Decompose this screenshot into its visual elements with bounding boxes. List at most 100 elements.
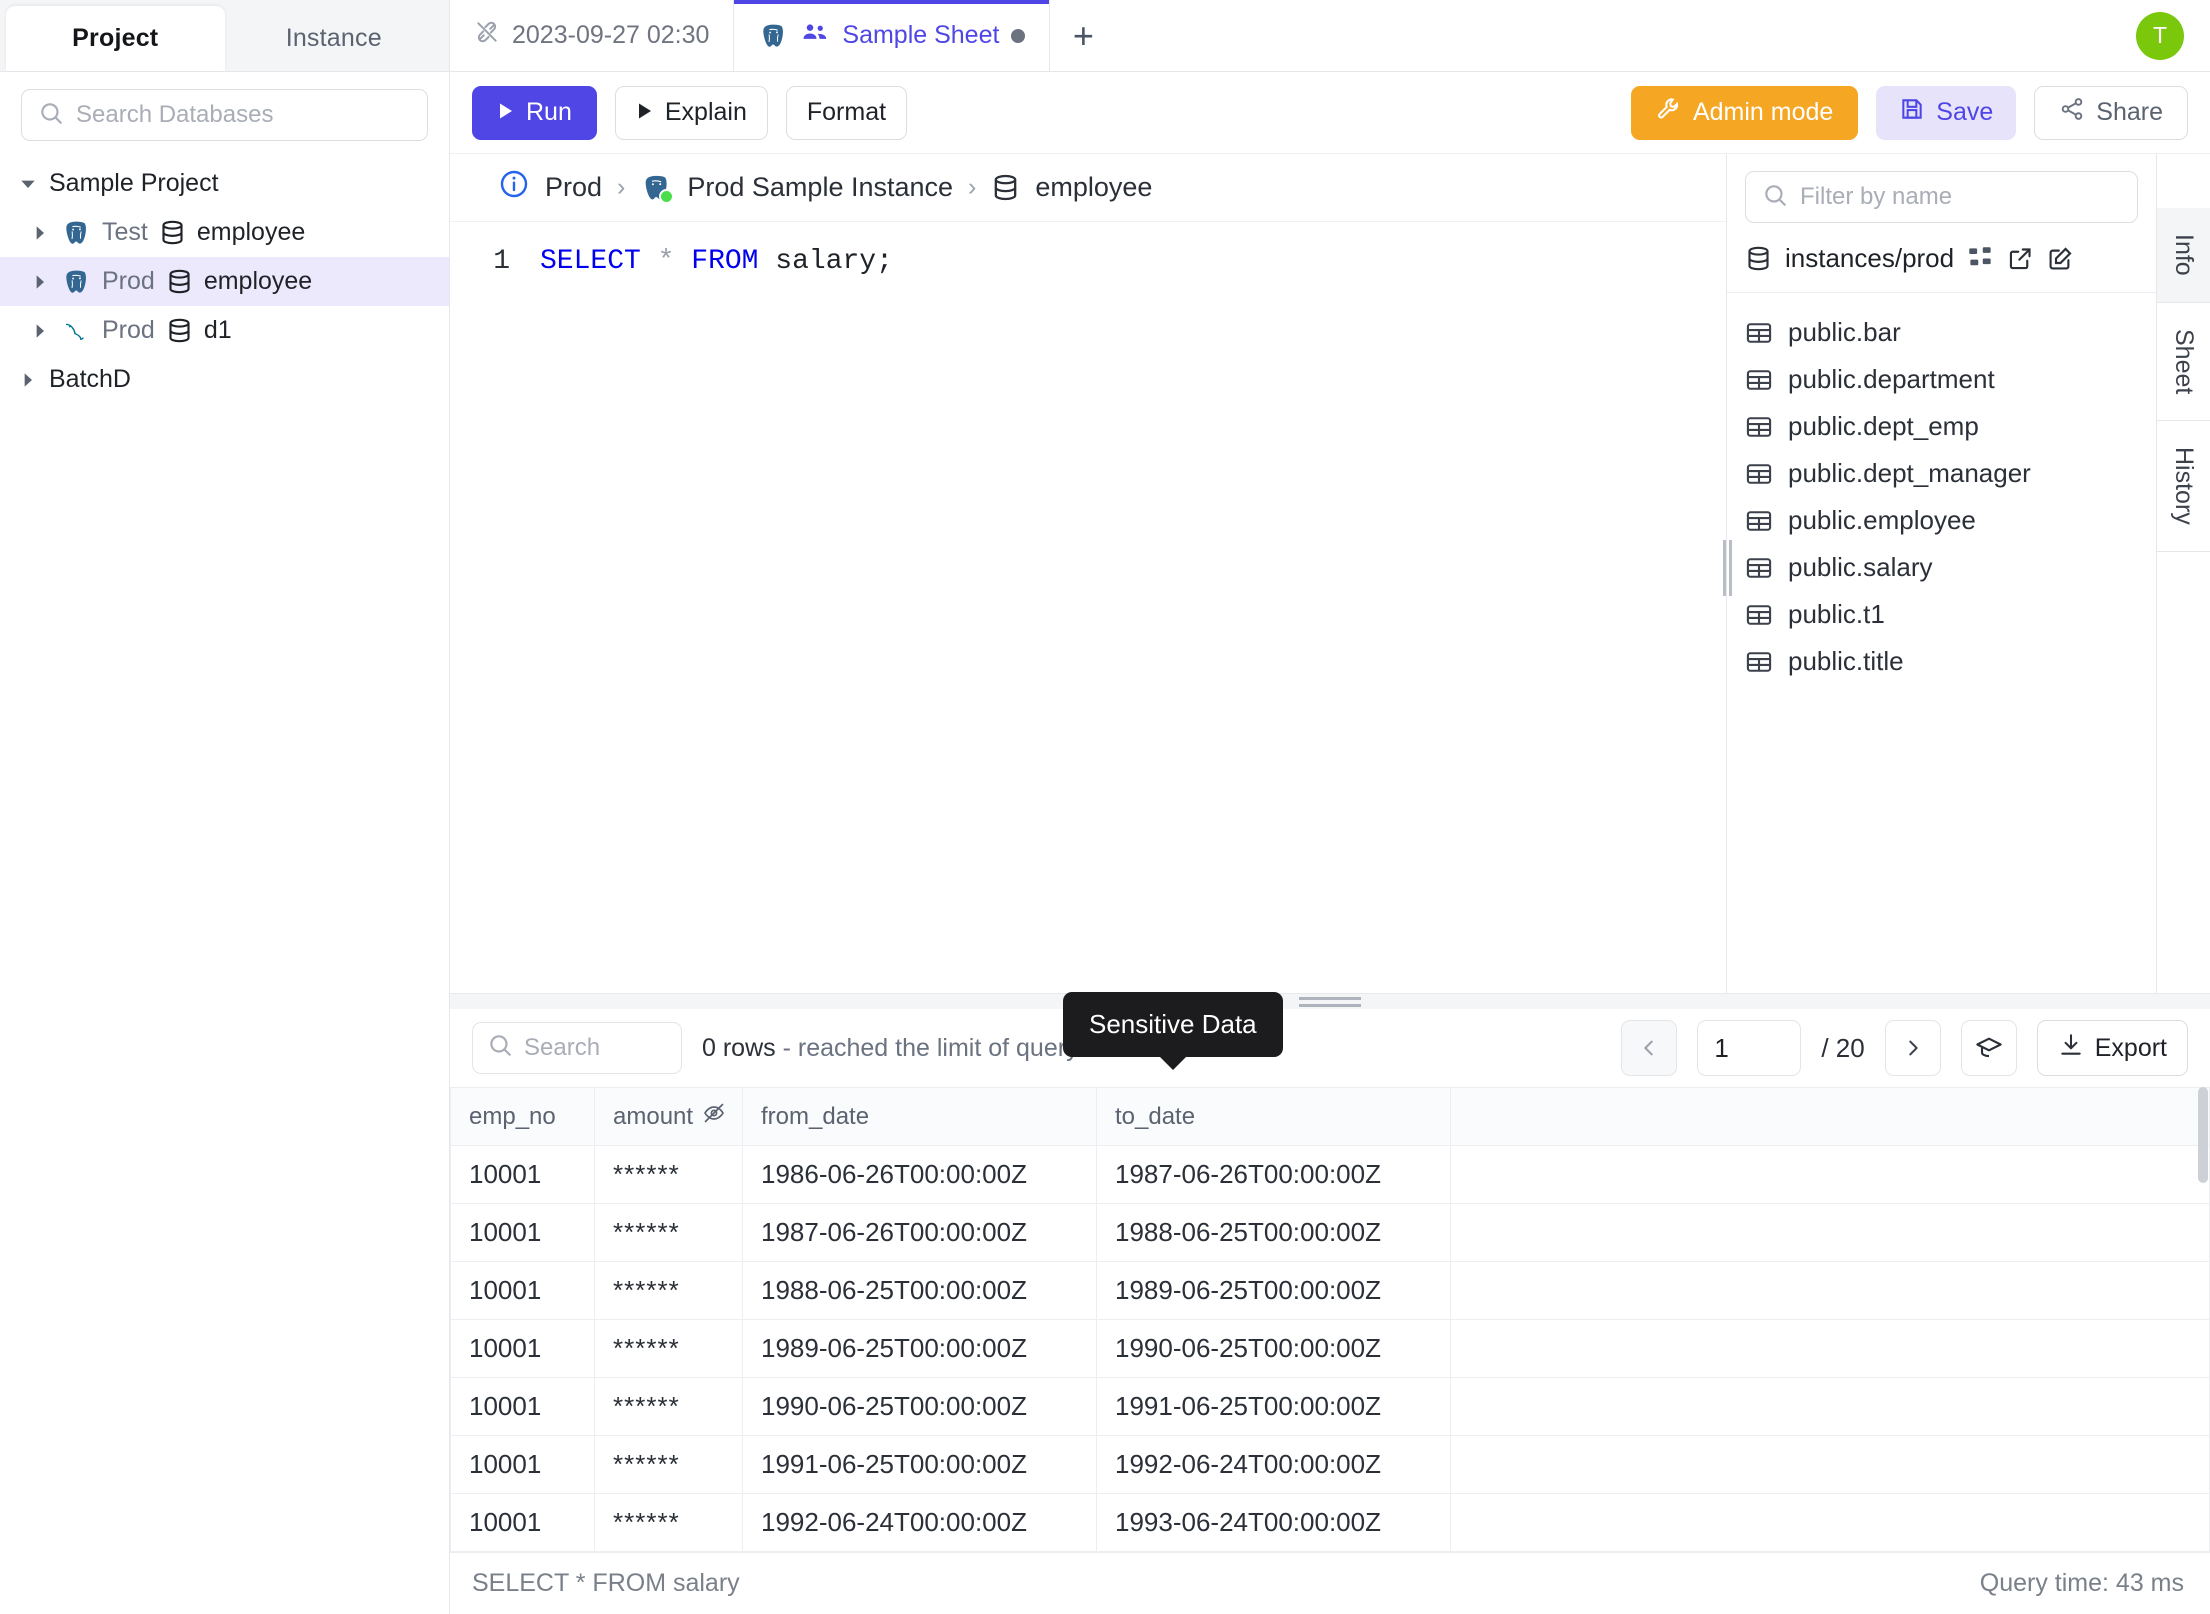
results-search-placeholder: Search	[524, 1034, 601, 1061]
table-list-item[interactable]: public.department	[1727, 356, 2156, 403]
cell-amount: ******	[594, 1377, 743, 1436]
sql-table-ident: salary;	[758, 246, 893, 277]
chevron-right-icon[interactable]	[30, 272, 50, 292]
export-button[interactable]: Export	[2036, 1020, 2188, 1076]
play-icon	[497, 98, 515, 127]
chevron-right-icon[interactable]	[30, 321, 50, 341]
table-row[interactable]: 10001 ****** 1991-06-25T00:00:00Z 1992-0…	[450, 1435, 2210, 1494]
main-area: 2023-09-27 02:30	[450, 0, 2210, 1614]
sidebar-search-wrap: Search Databases	[0, 72, 449, 151]
edit-icon[interactable]	[2047, 245, 2074, 272]
schema-diagram-icon[interactable]	[1967, 245, 1994, 272]
table-row[interactable]: 10001 ****** 1990-06-25T00:00:00Z 1991-0…	[450, 1377, 2210, 1436]
search-icon	[38, 100, 64, 131]
sheet-tab-label: 2023-09-27 02:30	[512, 21, 710, 49]
breadcrumb-database[interactable]: employee	[1035, 172, 1153, 202]
eye-off-icon[interactable]	[702, 1101, 726, 1132]
vtab-history[interactable]: History	[2157, 421, 2210, 552]
breadcrumb-instance[interactable]: Prod Sample Instance	[687, 172, 954, 202]
next-page-button[interactable]	[1884, 1020, 1941, 1076]
sensitive-data-tooltip: Sensitive Data	[1063, 992, 1283, 1057]
table-list-item[interactable]: public.dept_manager	[1727, 450, 2156, 497]
cell-filler	[1450, 1261, 2210, 1320]
page-number-input[interactable]: 1	[1697, 1020, 1802, 1076]
table-name: public.t1	[1788, 599, 1885, 629]
table-row[interactable]: 10001 ****** 1989-06-25T00:00:00Z 1990-0…	[450, 1319, 2210, 1378]
cell-from-date: 1991-06-25T00:00:00Z	[742, 1435, 1097, 1494]
table-row[interactable]: 10001 ****** 1986-06-26T00:00:00Z 1987-0…	[450, 1145, 2210, 1204]
table-row[interactable]: 10001 ****** 1988-06-25T00:00:00Z 1989-0…	[450, 1261, 2210, 1320]
tree-item-prod-d1[interactable]: Prod d1	[0, 306, 449, 355]
sql-editor[interactable]: 1 SELECT * FROM salary;	[450, 222, 1726, 993]
column-label: emp_no	[469, 1102, 556, 1130]
sql-space	[641, 246, 658, 277]
share-button[interactable]: Share	[2034, 85, 2188, 140]
previous-page-button[interactable]	[1621, 1020, 1678, 1076]
cell-from-date: 1989-06-25T00:00:00Z	[742, 1319, 1097, 1378]
results-scrollbar[interactable]	[2198, 1087, 2208, 1183]
database-icon	[166, 268, 193, 295]
table-list-item[interactable]: public.dept_emp	[1727, 403, 2156, 450]
database-tree: Sample Project Test	[0, 151, 449, 404]
cell-emp-no: 10001	[450, 1377, 595, 1436]
metadata-panel-splitter[interactable]	[1720, 539, 1734, 596]
run-button[interactable]: Run	[472, 85, 597, 140]
results-search-input[interactable]: Search	[472, 1022, 682, 1074]
results-splitter[interactable]	[450, 993, 2210, 1009]
chevron-right-icon[interactable]	[18, 370, 38, 390]
column-header-amount[interactable]: amount	[594, 1087, 743, 1146]
cell-to-date: 1990-06-25T00:00:00Z	[1096, 1319, 1451, 1378]
table-name: public.title	[1788, 646, 1904, 676]
cell-amount: ******	[594, 1319, 743, 1378]
sheet-tab-sample-sheet[interactable]: Sample Sheet	[734, 0, 1051, 71]
column-header-from-date[interactable]: from_date	[742, 1087, 1097, 1146]
tab-instance[interactable]: Instance	[285, 24, 382, 52]
admin-mode-button[interactable]: Admin mode	[1630, 85, 1859, 140]
add-tab-button[interactable]: +	[1072, 14, 1094, 56]
table-list-item[interactable]: public.bar	[1727, 309, 2156, 356]
tree-db-label: d1	[203, 316, 232, 344]
results-grid-wrap: emp_no amount	[450, 1087, 2210, 1552]
format-button[interactable]: Format	[785, 85, 908, 140]
sheet-tabbar: 2023-09-27 02:30	[450, 0, 2210, 72]
table-row[interactable]: 10001 ****** 1987-06-26T00:00:00Z 1988-0…	[450, 1203, 2210, 1262]
tree-item-batchd[interactable]: BatchD	[0, 355, 449, 404]
table-list-item[interactable]: public.title	[1727, 638, 2156, 685]
search-databases-input[interactable]: Search Databases	[21, 89, 428, 141]
graduation-cap-button[interactable]	[1960, 1020, 2017, 1076]
row-count: 0 rows	[702, 1033, 776, 1062]
tab-project[interactable]: Project	[6, 6, 225, 71]
column-header-to-date[interactable]: to_date	[1096, 1087, 1451, 1146]
tree-item-prod-employee[interactable]: Prod employee	[0, 257, 449, 306]
tree-item-test-employee[interactable]: Test employee	[0, 208, 449, 257]
cell-amount: ******	[594, 1145, 743, 1204]
table-list-item[interactable]: public.employee	[1727, 497, 2156, 544]
breadcrumb-environment[interactable]: Prod	[545, 172, 603, 202]
explain-button[interactable]: Explain	[614, 85, 768, 140]
save-button[interactable]: Save	[1876, 85, 2017, 140]
filter-by-name-input[interactable]: Filter by name	[1745, 171, 2138, 223]
cell-amount: ******	[594, 1203, 743, 1262]
cell-amount: ******	[594, 1261, 743, 1320]
line-number: 1	[493, 246, 510, 277]
filter-placeholder: Filter by name	[1800, 183, 1953, 210]
cell-filler	[1450, 1435, 2210, 1494]
chevron-right-icon[interactable]	[30, 223, 50, 243]
sidebar: Project Instance Search Databases Sample…	[0, 0, 450, 1614]
table-list-item[interactable]: public.salary	[1727, 544, 2156, 591]
sheet-tab-timestamp[interactable]: 2023-09-27 02:30	[450, 0, 735, 71]
postgres-icon	[758, 21, 788, 51]
code-line-1: 1 SELECT * FROM salary;	[450, 222, 1726, 277]
format-label: Format	[806, 98, 887, 126]
table-list-item[interactable]: public.t1	[1727, 591, 2156, 638]
breadcrumb-separator: ›	[617, 173, 626, 201]
chevron-down-icon[interactable]	[18, 174, 38, 194]
tree-item-sample-project[interactable]: Sample Project	[0, 159, 449, 208]
column-header-emp-no[interactable]: emp_no	[450, 1087, 595, 1146]
external-link-icon[interactable]	[2007, 245, 2034, 272]
info-icon[interactable]	[498, 168, 530, 207]
vtab-sheet[interactable]: Sheet	[2157, 303, 2210, 422]
table-row[interactable]: 10001 ****** 1992-06-24T00:00:00Z 1993-0…	[450, 1493, 2210, 1552]
vtab-info[interactable]: Info	[2157, 208, 2210, 303]
avatar[interactable]: T	[2136, 11, 2184, 60]
